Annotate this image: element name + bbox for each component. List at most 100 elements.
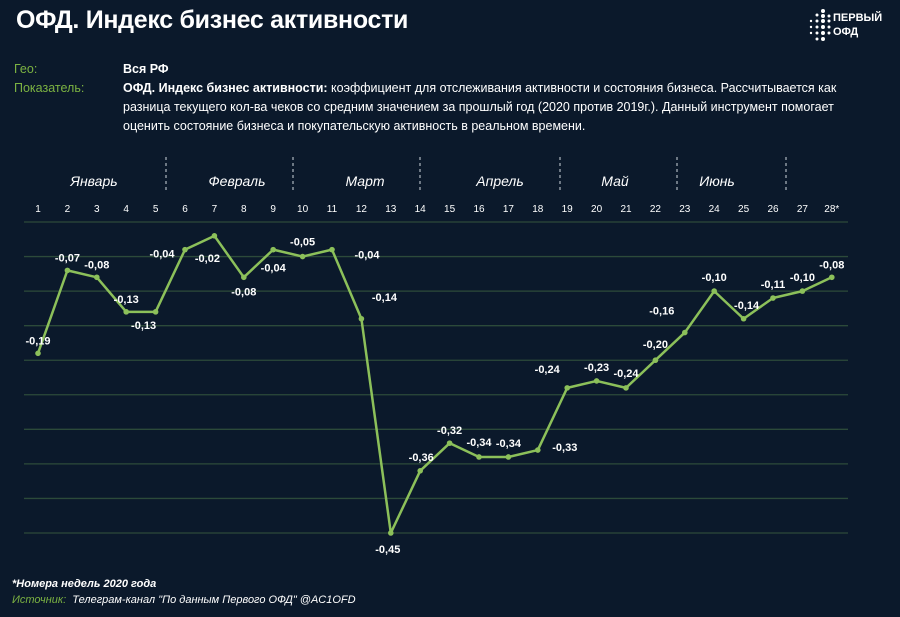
month-label: Апрель xyxy=(475,173,523,189)
x-tick-label: 6 xyxy=(182,204,188,215)
page-title: ОФД. Индекс бизнес активности xyxy=(16,6,409,34)
data-label: -0,16 xyxy=(649,306,674,318)
data-label: -0,08 xyxy=(819,259,844,271)
indicator-row: Показатель: ОФД. Индекс бизнес активност… xyxy=(14,79,864,139)
x-tick-label: 27 xyxy=(797,204,809,215)
data-label: -0,33 xyxy=(552,442,577,454)
indicator-text: коэффициент для отслеживания активности … xyxy=(123,81,837,133)
data-point xyxy=(417,468,424,474)
data-point xyxy=(329,246,335,253)
x-tick-label: 16 xyxy=(473,204,485,215)
data-label: -0,04 xyxy=(354,250,380,262)
data-label: -0,10 xyxy=(790,272,815,284)
data-label: -0,04 xyxy=(261,263,287,275)
data-point xyxy=(564,385,570,391)
geo-label: Гео: xyxy=(14,62,38,76)
data-label: -0,11 xyxy=(761,279,785,291)
data-label: -0,19 xyxy=(25,335,50,347)
data-point xyxy=(505,454,512,460)
data-point xyxy=(35,350,41,357)
indicator-name: ОФД. Индекс бизнес активности: xyxy=(123,81,328,95)
x-tick-label: 22 xyxy=(650,204,662,215)
data-label: -0,23 xyxy=(584,362,609,374)
x-tick-label: 11 xyxy=(327,204,338,215)
x-tick-label: 17 xyxy=(503,204,515,215)
data-point xyxy=(299,253,306,260)
x-tick-label: 15 xyxy=(444,204,456,215)
data-label: -0,08 xyxy=(84,259,109,271)
month-label: Май xyxy=(601,173,629,189)
month-label: Июнь xyxy=(699,173,735,189)
data-point xyxy=(182,246,188,253)
data-point xyxy=(829,274,835,281)
logo-text: ПЕРВЫЙ ОФД xyxy=(833,11,882,39)
x-tick-label: 20 xyxy=(591,204,603,215)
data-label: -0,34 xyxy=(496,438,522,450)
x-tick-label: 2 xyxy=(65,204,71,215)
data-label: -0,24 xyxy=(613,368,639,380)
data-point xyxy=(123,309,129,315)
month-label: Март xyxy=(345,173,384,189)
x-tick-label: 8 xyxy=(241,204,247,215)
data-point xyxy=(388,530,394,536)
x-tick-label: 14 xyxy=(415,204,427,215)
logo-text-line: ПЕРВЫЙ xyxy=(833,12,883,24)
x-tick-label: 24 xyxy=(709,204,721,215)
x-tick-label: 19 xyxy=(562,204,574,215)
data-label: -0,36 xyxy=(409,452,434,464)
source-label: Источник: xyxy=(12,594,67,606)
data-point xyxy=(770,295,776,301)
x-tick-label: 4 xyxy=(123,204,129,215)
x-tick-label: 26 xyxy=(767,204,779,215)
x-tick-label: 5 xyxy=(153,204,159,215)
data-point xyxy=(270,246,277,253)
indicator-description: ОФД. Индекс бизнес активности: коэффицие… xyxy=(123,79,843,136)
data-label: -0,34 xyxy=(466,437,492,449)
data-point xyxy=(711,288,717,294)
data-label: -0,13 xyxy=(114,294,139,306)
x-tick-label: 7 xyxy=(212,204,218,215)
x-tick-label: 18 xyxy=(532,204,544,215)
geo-row: Гео: Вся РФ xyxy=(14,60,864,80)
data-label: -0,08 xyxy=(231,286,256,298)
data-label: -0,32 xyxy=(437,425,462,437)
data-label: -0,14 xyxy=(734,300,760,312)
x-tick-label: 25 xyxy=(738,204,750,215)
data-label: -0,24 xyxy=(535,364,561,376)
x-tick-label: 1 xyxy=(35,204,41,215)
data-point xyxy=(446,440,453,446)
data-label: -0,02 xyxy=(195,253,220,265)
data-point xyxy=(358,315,365,322)
x-tick-label: 13 xyxy=(385,204,397,215)
data-label: -0,20 xyxy=(643,339,668,351)
indicator-label: Показатель: xyxy=(14,81,85,95)
data-point xyxy=(593,378,600,384)
data-label: -0,04 xyxy=(149,249,175,261)
data-point xyxy=(623,385,629,391)
data-label: -0,05 xyxy=(290,237,315,249)
footnote: *Номера недель 2020 года xyxy=(12,578,157,590)
data-point xyxy=(740,315,747,322)
data-label: -0,07 xyxy=(55,252,80,264)
data-point xyxy=(682,329,688,336)
data-point xyxy=(211,233,218,239)
data-point xyxy=(652,357,659,364)
month-label: Январь xyxy=(69,173,117,189)
data-label: -0,13 xyxy=(131,320,156,332)
data-point xyxy=(152,309,159,315)
data-point xyxy=(476,454,482,460)
data-point xyxy=(94,274,100,281)
x-tick-label: 28* xyxy=(824,204,839,215)
logo-text-line: ОФД xyxy=(833,26,859,38)
x-tick-label: 10 xyxy=(297,204,309,215)
source: Источник: Телеграм-канал "По данным Перв… xyxy=(12,594,356,606)
data-label: -0,45 xyxy=(375,544,400,556)
month-label: Февраль xyxy=(209,173,266,189)
data-point xyxy=(64,267,71,274)
data-point xyxy=(799,288,806,294)
data-label: -0,14 xyxy=(372,292,398,304)
x-tick-label: 23 xyxy=(679,204,691,215)
source-value: Телеграм-канал "По данным Первого ОФД" @… xyxy=(72,594,356,606)
series-line xyxy=(36,234,833,535)
